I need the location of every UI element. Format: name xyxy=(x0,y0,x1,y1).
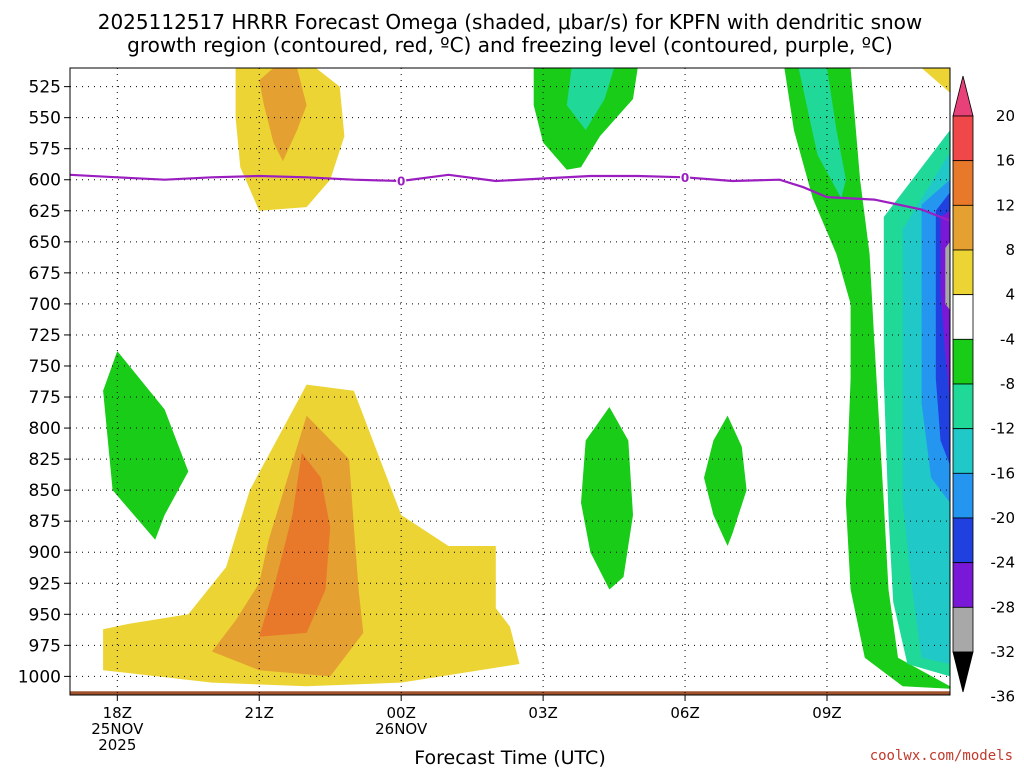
y-axis: 525 550 575 600 625 650 675 700 725 750 775 800 825 8… xyxy=(18,78,70,687)
colorbar-label-4: 4 xyxy=(1005,286,1015,304)
y-tick-label-800: 800 xyxy=(29,419,61,439)
y-tick-label-925: 925 xyxy=(29,574,61,594)
x-tick-label-18Z-2: 2025 xyxy=(98,736,136,754)
colorbar-label-0: 20 xyxy=(996,107,1015,125)
y-tick-label-625: 625 xyxy=(29,202,61,222)
omega-region-plus-12-7 xyxy=(259,452,331,637)
watermark: coolwx.com/models xyxy=(870,748,1013,764)
colorbar-label-10: -24 xyxy=(991,554,1016,572)
y-tick-label-900: 900 xyxy=(29,543,61,563)
x-tick-label-09Z-0: 09Z xyxy=(812,704,841,722)
omega-region-minus-4-9 xyxy=(704,415,747,546)
colorbar-label-11: -28 xyxy=(991,598,1016,616)
ground-strip xyxy=(70,691,950,695)
x-tick-label-06Z-0: 06Z xyxy=(670,704,699,722)
chart-title-line-1: 2025112517 HRRR Forecast Omega (shaded, … xyxy=(98,10,923,34)
y-tick-label-725: 725 xyxy=(29,326,61,346)
freezing-label-bg xyxy=(680,170,691,184)
omega-region-minus-4-18 xyxy=(921,68,950,93)
colorbar-bottom-arrow xyxy=(952,651,974,693)
grid-lines xyxy=(70,68,950,695)
y-tick-label-950: 950 xyxy=(29,605,61,625)
colorbar-label-2: 12 xyxy=(996,196,1015,214)
x-axis-title: Forecast Time (UTC) xyxy=(414,747,605,768)
colorbar-top-arrow xyxy=(952,75,974,117)
y-tick-label-850: 850 xyxy=(29,481,61,501)
y-tick-label-675: 675 xyxy=(29,264,61,284)
y-tick-label-525: 525 xyxy=(29,78,61,98)
freezing-label-bg xyxy=(396,173,407,187)
colorbar-swatch-6 xyxy=(952,338,974,385)
x-tick-label-03Z-0: 03Z xyxy=(528,704,557,722)
colorbar-swatch-2 xyxy=(952,160,974,206)
colorbar-label-7: -12 xyxy=(991,420,1016,438)
colorbar-swatch-5 xyxy=(952,294,974,340)
colorbar-label-3: 8 xyxy=(1005,241,1015,259)
colorbar-label-8: -16 xyxy=(991,464,1016,482)
y-tick-label-975: 975 xyxy=(29,636,61,656)
omega-region-minus-8-3 xyxy=(566,68,615,131)
freezing-level-label-0: 0 xyxy=(397,174,405,188)
omega-region-minus-4-8 xyxy=(581,407,633,590)
chart-title-line-2: growth region (contoured, red, ºC) and f… xyxy=(127,33,893,57)
y-tick-label-875: 875 xyxy=(29,512,61,532)
colorbar-swatch-3 xyxy=(952,204,974,251)
x-tick-label-00Z-0: 00Z xyxy=(386,704,415,722)
y-tick-label-600: 600 xyxy=(29,171,61,191)
colorbar-swatch-8 xyxy=(952,428,974,474)
y-tick-label-650: 650 xyxy=(29,233,61,253)
x-tick-label-21Z-0: 21Z xyxy=(245,704,274,722)
x-tick-label-18Z-1: 25NOV xyxy=(91,720,144,738)
colorbar-swatch-1 xyxy=(952,115,974,162)
freezing-level-line xyxy=(69,173,951,222)
colorbar-label-13: -36 xyxy=(991,688,1016,706)
colorbar-swatch-10 xyxy=(952,517,974,564)
plot-frame xyxy=(69,67,951,696)
y-tick-label-550: 550 xyxy=(29,109,61,129)
omega-region-minus-8-11 xyxy=(798,68,846,199)
y-tick-label-1000: 1000 xyxy=(18,667,61,687)
omega-region-minus-4-10 xyxy=(784,68,950,689)
y-tick-label-775: 775 xyxy=(29,388,61,408)
colorbar-swatch-11 xyxy=(952,562,974,608)
colorbar: 20 16 12 8 4 -4 -8 -12 -16 -20 -24 -28 -32 -36 xyxy=(952,75,1016,706)
x-tick-label-18Z-0: 18Z xyxy=(103,704,132,722)
colorbar-swatch-9 xyxy=(952,472,974,519)
colorbar-label-5: -4 xyxy=(1000,330,1015,348)
colorbar-swatch-4 xyxy=(952,249,974,296)
omega-region-minus-32-17 xyxy=(945,241,950,311)
freezing-level-label-1: 0 xyxy=(681,171,689,185)
omega-shading-layer xyxy=(103,68,950,689)
omega-region-plus-8-1 xyxy=(259,68,307,162)
omega-region-minus-4-4 xyxy=(103,351,189,540)
colorbar-label-9: -20 xyxy=(991,509,1016,527)
y-tick-label-750: 750 xyxy=(29,357,61,377)
y-tick-label-700: 700 xyxy=(29,295,61,315)
colorbar-label-6: -8 xyxy=(1000,375,1015,393)
colorbar-label-12: -32 xyxy=(991,643,1016,661)
ground-layer xyxy=(70,691,950,695)
colorbar-swatch-7 xyxy=(952,383,974,430)
y-tick-label-575: 575 xyxy=(29,140,61,160)
colorbar-label-1: 16 xyxy=(996,152,1015,170)
y-tick-label-825: 825 xyxy=(29,450,61,470)
x-tick-label-00Z-1: 26NOV xyxy=(375,720,428,738)
colorbar-swatch-12 xyxy=(952,606,974,653)
